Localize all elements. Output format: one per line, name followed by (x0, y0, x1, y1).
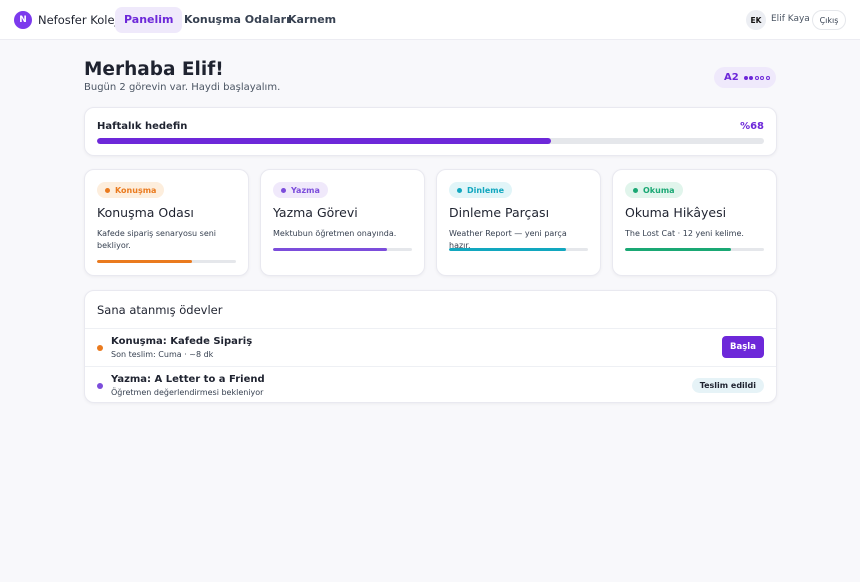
assignments-title: Sana atanmış ödevler (97, 303, 223, 317)
skill-card-yazma[interactable]: Yazma Yazma Görevi Mektubun öğretmen ona… (260, 169, 425, 276)
level-dot-empty-icon (754, 75, 759, 80)
skill-card-okuma[interactable]: Okuma Okuma Hikâyesi The Lost Cat · 12 y… (612, 169, 777, 276)
skill-description: The Lost Cat · 12 yeni kelime. (625, 229, 744, 238)
assignment-title: Konuşma: Kafede Sipariş (111, 336, 253, 347)
start-button[interactable]: Başla (722, 336, 764, 358)
level-dot-empty-icon (765, 75, 770, 80)
skill-description: Mektubun öğretmen onayında. (273, 229, 397, 238)
brand[interactable]: N Nefosfer Koleji (14, 11, 121, 29)
skill-title: Yazma Görevi (273, 205, 358, 220)
level-dot-filled-icon (743, 75, 748, 80)
assignment-row[interactable]: Konuşma: Kafede Sipariş Son teslim: Cuma… (85, 329, 776, 367)
skill-progress-track (273, 248, 412, 251)
skill-card-dinleme[interactable]: Dinleme Dinleme Parçası Weather Report —… (436, 169, 601, 276)
skill-chip-label: Yazma (291, 185, 320, 195)
skill-chip: Yazma (273, 182, 328, 198)
chip-dot-icon (457, 187, 462, 193)
logout-button[interactable]: Çıkış (812, 10, 846, 30)
skill-progress-fill (625, 248, 731, 251)
tab-karnem[interactable]: Karnem (288, 13, 337, 26)
skill-title: Okuma Hikâyesi (625, 205, 727, 220)
level-dot-empty-icon (760, 75, 765, 80)
assignment-row[interactable]: Yazma: A Letter to a Friend Öğretmen değ… (85, 367, 776, 405)
skill-chip-label: Dinleme (467, 185, 505, 195)
skill-card-konusma[interactable]: Konuşma Konuşma Odası Kafede sipariş sen… (84, 169, 249, 276)
skill-title: Konuşma Odası (97, 205, 194, 220)
skill-progress-fill (97, 260, 192, 263)
weekly-goal-card: Haftalık hedefin %68 (84, 107, 777, 156)
skill-progress-fill (449, 248, 566, 251)
level-dot-filled-icon (749, 75, 754, 80)
level-badge: A2 (714, 67, 776, 88)
page-subtitle: Bugün 2 görevin var. Haydi başlayalım. (84, 82, 281, 93)
weekly-goal-label: Haftalık hedefin (97, 121, 188, 132)
level-dots (743, 75, 770, 80)
divider (85, 366, 776, 367)
assignment-subtitle: Son teslim: Cuma · ~8 dk (111, 350, 214, 359)
status-dot-icon (97, 383, 103, 389)
user-name: Elif Kaya (771, 14, 810, 24)
brand-logo: N (14, 11, 32, 29)
user-avatar[interactable]: EK (746, 10, 766, 30)
skill-progress-track (449, 248, 588, 251)
assignments-card: Sana atanmış ödevler Konuşma: Kafede Sip… (84, 290, 777, 403)
weekly-progress-track (97, 138, 764, 144)
skill-chip: Okuma (625, 182, 683, 198)
skill-chip-label: Konuşma (115, 185, 157, 195)
submitted-badge: Teslim edildi (691, 378, 764, 393)
chip-dot-icon (281, 187, 286, 193)
skill-description: Kafede sipariş senaryosu seni bekliyor. (97, 229, 217, 250)
page-title: Merhaba Elif! (84, 59, 224, 80)
status-dot-icon (97, 345, 103, 351)
top-bar: N Nefosfer Koleji Panelim Konuşma Odalar… (0, 0, 860, 40)
brand-name: Nefosfer Koleji (38, 13, 121, 27)
chip-dot-icon (633, 187, 638, 193)
chip-dot-icon (105, 187, 110, 193)
weekly-progress-fill (97, 138, 551, 144)
skill-description: Weather Report — yeni parça hazır. (449, 229, 567, 250)
skill-chip: Dinleme (449, 182, 513, 198)
assignment-subtitle: Öğretmen değerlendirmesi bekleniyor (111, 388, 264, 397)
tab-konusma-odalari[interactable]: Konuşma Odaları (184, 13, 290, 26)
tab-panelim[interactable]: Panelim (115, 7, 183, 33)
assignment-title: Yazma: A Letter to a Friend (111, 374, 265, 385)
skill-progress-fill (273, 248, 387, 251)
skill-chip: Konuşma (97, 182, 165, 198)
skill-progress-track (97, 260, 236, 263)
skill-progress-track (625, 248, 764, 251)
skill-title: Dinleme Parçası (449, 205, 550, 220)
level-label: A2 (724, 72, 739, 83)
divider (85, 328, 776, 329)
weekly-goal-percent: %68 (740, 121, 764, 132)
skill-chip-label: Okuma (643, 185, 675, 195)
